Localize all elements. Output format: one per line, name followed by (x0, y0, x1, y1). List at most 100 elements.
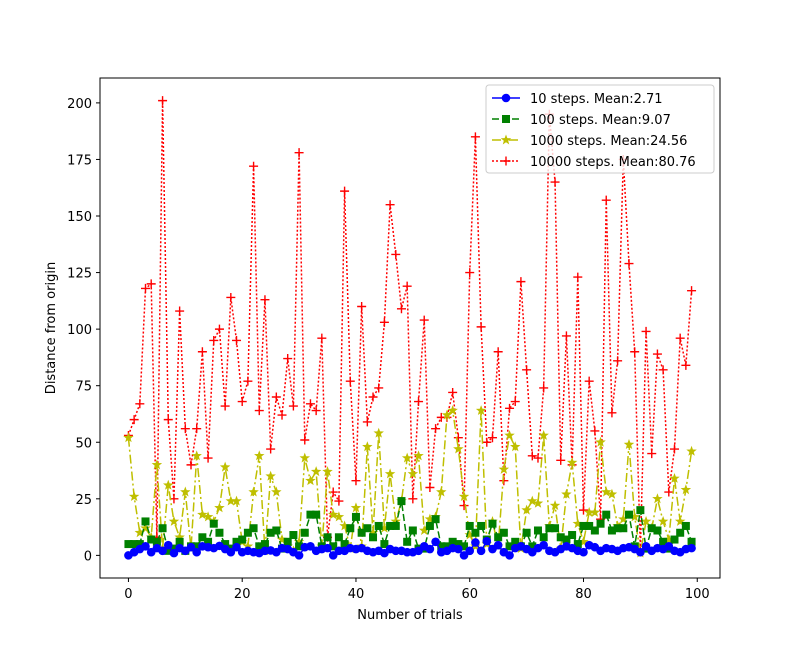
data-point (134, 527, 146, 538)
data-point (128, 491, 140, 501)
data-point (379, 317, 389, 327)
data-point (578, 536, 589, 547)
data-point (135, 399, 145, 409)
data-point (436, 486, 447, 497)
data-point (334, 496, 344, 506)
legend-marker (501, 156, 511, 166)
data-point (215, 528, 224, 537)
data-point (669, 472, 680, 483)
data-point (454, 540, 463, 549)
data-point (158, 524, 167, 533)
data-point (566, 457, 578, 468)
data-point (333, 511, 345, 522)
data-point (532, 497, 544, 508)
data-point (522, 365, 532, 375)
data-point (283, 354, 293, 364)
data-point (385, 200, 395, 210)
data-point (630, 347, 640, 357)
data-point (322, 466, 333, 477)
legend-box (485, 84, 715, 174)
data-point (653, 526, 662, 535)
data-point (368, 392, 378, 402)
data-point (266, 528, 275, 537)
data-point (459, 501, 469, 511)
data-point (192, 542, 201, 551)
data-point (312, 510, 321, 519)
data-point (431, 515, 440, 524)
data-point (658, 365, 668, 375)
data-point (209, 335, 219, 345)
data-point (602, 510, 611, 519)
data-point (305, 475, 316, 486)
data-point (346, 524, 355, 533)
data-point (186, 542, 196, 552)
data-point (460, 542, 469, 551)
data-point (283, 537, 292, 546)
data-point (351, 512, 360, 521)
x-axis-label: Number of trials (357, 608, 463, 623)
series-3 (123, 96, 697, 556)
data-point (465, 521, 474, 530)
legend: 10 steps. Mean:2.71 100 steps. Mean:9.07 1… (485, 84, 715, 174)
data-point (573, 540, 582, 549)
data-point (487, 433, 497, 443)
data-point (374, 521, 383, 530)
data-point (618, 513, 629, 524)
data-point (476, 546, 486, 556)
data-point (300, 435, 310, 445)
data-point (151, 459, 163, 470)
data-point (169, 544, 178, 553)
legend-label: 10 steps. Mean:2.71 (530, 92, 663, 107)
data-point (583, 506, 595, 517)
data-point (294, 148, 304, 158)
data-point (391, 249, 401, 259)
data-point (464, 529, 475, 540)
data-point (458, 491, 470, 501)
data-point (441, 409, 453, 420)
data-point (175, 537, 184, 546)
data-point (192, 547, 201, 557)
y-axis: 0 25 50 75 100 125 150 175 200 (67, 97, 100, 564)
y-tick-label: 50 (75, 436, 92, 451)
data-point (369, 533, 378, 542)
data-point (203, 453, 213, 463)
data-point (272, 526, 281, 535)
data-point (327, 509, 339, 520)
data-point (663, 534, 675, 544)
data-point (141, 542, 150, 551)
data-point (277, 410, 287, 420)
data-point (590, 526, 599, 535)
data-point (271, 486, 282, 497)
data-point (363, 524, 372, 533)
data-point (670, 535, 679, 544)
data-point (538, 429, 549, 440)
data-point (379, 522, 390, 533)
data-point (248, 486, 259, 497)
data-point (242, 540, 254, 551)
data-point (442, 542, 451, 551)
series-0 (124, 536, 696, 560)
data-point (232, 537, 241, 546)
data-point (191, 450, 202, 461)
data-point (590, 426, 600, 436)
data-point (225, 495, 237, 506)
data-point (396, 304, 406, 314)
x-tick-label: 0 (124, 587, 132, 602)
data-point (407, 468, 419, 479)
data-point (180, 424, 190, 434)
data-point (305, 399, 315, 409)
x-axis: 0 20 40 60 80 100 (124, 578, 710, 602)
legend-item: 100 steps. Mean:9.07 (492, 113, 671, 128)
plot-frame (99, 77, 721, 579)
data-point (475, 405, 487, 416)
data-point (299, 452, 310, 463)
data-point (220, 401, 230, 411)
data-point (414, 397, 424, 407)
data-point (329, 542, 338, 551)
data-point (595, 436, 606, 447)
x-tick-label: 60 (461, 587, 478, 602)
x-tick-label: 80 (575, 587, 592, 602)
data-point (573, 272, 583, 282)
x-tick-label: 20 (234, 587, 251, 602)
